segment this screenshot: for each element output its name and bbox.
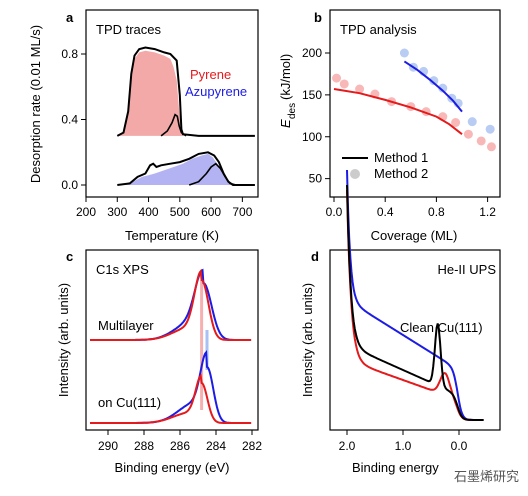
a-ytick-label: 0.8 [61, 47, 78, 61]
c-xtick-label: 284 [206, 439, 226, 453]
c-multilayer-pyrene [90, 268, 252, 341]
panel-b-xlabel: Coverage (ML) [371, 228, 458, 243]
panel-a-plot [116, 46, 255, 186]
area-pyrene [117, 50, 183, 136]
ylabel-e: E [278, 119, 293, 128]
ylabel-unit: (kJ/mol) [278, 54, 293, 100]
panel-b-label: b [314, 10, 322, 25]
panel-a-title: TPD traces [96, 22, 162, 37]
panel-d-plot [346, 169, 484, 421]
b-ytick-label: 150 [302, 88, 322, 102]
a-xtick-label: 500 [170, 205, 190, 219]
b-point-azupyrene [485, 124, 495, 134]
a-xtick-label: 300 [107, 205, 127, 219]
a-xtick-label: 200 [76, 205, 96, 219]
panel-d-ticks: 2.0 1.0 0.0 [339, 430, 468, 453]
b-point-pyrene [476, 136, 486, 146]
d-xtick-label: 2.0 [339, 439, 356, 453]
b-point-pyrene [339, 79, 349, 89]
d-pyrene-spectrum [346, 189, 484, 421]
trace-pyrene [116, 46, 255, 137]
b-xtick-label: 0.0 [326, 205, 343, 219]
panel-b-ylabel: E des (kJ/mol) [278, 54, 298, 128]
a-ytick-label: 0.4 [61, 113, 78, 127]
b-point-pyrene [451, 118, 461, 128]
d-xtick-label: 0.0 [451, 439, 468, 453]
annotation-clean-cu: Clean Cu(111) [400, 320, 483, 335]
legend-azupyrene: Azupyrene [185, 84, 247, 99]
a-ytick-label: 0.0 [61, 178, 78, 192]
c-xtick-label: 286 [170, 439, 190, 453]
b-point-azupyrene [438, 83, 448, 93]
panel-d: d He-II UPS 2.0 1.0 0.0 Clean Cu(111) Bind… [300, 169, 501, 475]
d-clean-cu-spectrum [346, 184, 484, 421]
panel-b-plot [332, 48, 496, 152]
peak-area-pyrene [161, 114, 187, 136]
panel-a: a TPD traces 200 300 400 500 600 700 0.0 0.4 0.8… [28, 9, 259, 243]
c-cu-pyrene [90, 373, 252, 424]
panel-d-title: He-II UPS [437, 262, 496, 277]
panel-d-label: d [311, 249, 319, 264]
a-xtick-label: 600 [201, 205, 221, 219]
legend-dot-swatch [350, 169, 360, 179]
panel-a-xlabel: Temperature (K) [125, 228, 219, 243]
panel-a-label: a [66, 10, 74, 25]
b-xtick-label: 0.4 [377, 205, 394, 219]
b-ytick-label: 200 [302, 46, 322, 60]
watermark: 石墨烯研究 [450, 465, 522, 486]
panel-c: c C1s XPS 290 288 286 284 282 Multilayer on … [56, 249, 262, 475]
panel-a-ticks: 200 300 400 500 600 700 0.0 0.4 0.8 [61, 47, 252, 219]
panel-b-frame [329, 9, 501, 198]
panel-b-ticks: 0.0 0.4 0.8 1.2 50 100 150 200 [302, 46, 496, 219]
b-point-pyrene [332, 73, 342, 83]
a-xtick-label: 400 [139, 205, 159, 219]
d-azupyrene-spectrum [346, 169, 484, 421]
b-point-azupyrene [467, 117, 477, 127]
panel-c-title: C1s XPS [96, 262, 149, 277]
panel-a-ylabel: Desorption rate (0.01 ML/s) [28, 25, 43, 183]
panel-b-title: TPD analysis [340, 22, 417, 37]
panel-d-frame [329, 249, 501, 431]
panel-c-xlabel: Binding energy (eV) [115, 460, 230, 475]
b-point-azupyrene [399, 48, 409, 58]
b-ytick-label: 50 [309, 172, 323, 186]
b-fit-azupyrene [403, 60, 463, 113]
panel-c-ylabel: Intensity (arb. units) [56, 283, 71, 397]
b-point-azupyrene [429, 76, 439, 86]
panel-b: b TPD analysis 0.0 0.4 0.8 1.2 50 100 150 200 M… [278, 9, 501, 243]
legend-method-1: Method 1 [374, 150, 428, 165]
ylabel-sub: des [287, 103, 298, 119]
b-xtick-label: 1.2 [479, 205, 496, 219]
legend-method-2: Method 2 [374, 166, 428, 181]
b-fit-pyrene [333, 88, 463, 135]
panel-c-frame [85, 249, 259, 431]
c-xtick-label: 282 [242, 439, 262, 453]
annotation-multilayer: Multilayer [98, 318, 154, 333]
annotation-on-cu: on Cu(111) [98, 395, 161, 410]
panel-c-ticks: 290 288 286 284 282 [98, 430, 262, 453]
legend-pyrene: Pyrene [190, 67, 231, 82]
trace-azupyrene [117, 151, 255, 186]
b-point-pyrene [355, 84, 365, 94]
panel-c-label: c [66, 249, 73, 264]
panel-d-ylabel: Intensity (arb. units) [300, 283, 315, 397]
panel-d-xlabel: Binding energy [352, 460, 439, 475]
b-ytick-label: 100 [302, 130, 322, 144]
panel-a-frame [85, 9, 259, 198]
c-xtick-label: 290 [98, 439, 118, 453]
c-xtick-label: 288 [134, 439, 154, 453]
b-point-pyrene [486, 142, 496, 152]
d-xtick-label: 1.0 [395, 439, 412, 453]
b-point-pyrene [463, 129, 473, 139]
b-xtick-label: 0.8 [428, 205, 445, 219]
panel-c-plot [90, 268, 252, 424]
c-cu-azupyrene [90, 350, 252, 424]
a-xtick-label: 700 [232, 205, 252, 219]
